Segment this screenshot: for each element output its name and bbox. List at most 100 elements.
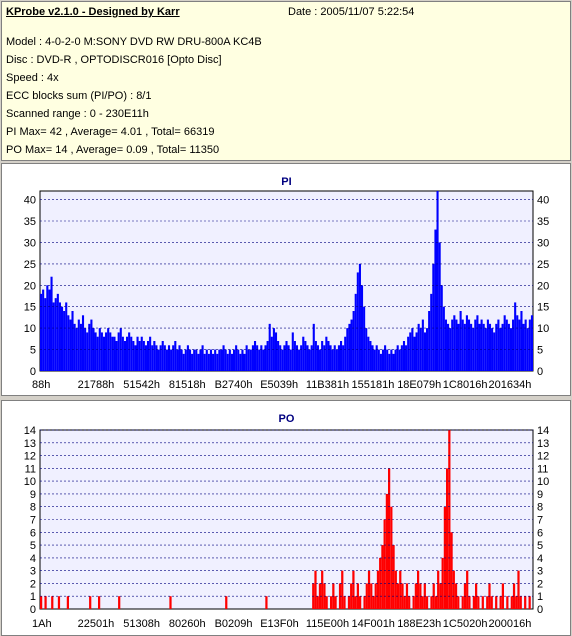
- bar: [392, 353, 395, 371]
- bar: [396, 345, 399, 371]
- bar: [344, 336, 347, 371]
- bar: [509, 328, 513, 371]
- bar: [449, 328, 452, 371]
- bar: [405, 583, 409, 609]
- bar: [518, 319, 521, 371]
- bar: [193, 349, 196, 371]
- bar: [52, 302, 55, 371]
- bar: [63, 311, 66, 371]
- bar: [457, 323, 460, 371]
- y-tick-label-right: 14: [537, 425, 549, 437]
- bar: [314, 341, 317, 371]
- bar: [428, 311, 431, 371]
- bar: [524, 319, 527, 371]
- bar: [253, 341, 257, 371]
- x-tick-label: 14F001h: [352, 618, 395, 630]
- y-tick-label-left: 0: [30, 604, 36, 616]
- y-tick-label-right: 6: [537, 527, 543, 539]
- x-tick-label: B2740h: [215, 379, 253, 391]
- bar: [441, 557, 444, 609]
- chart-title: PI: [281, 176, 291, 188]
- app-title: KProbe v2.1.0 - Designed by Karr: [6, 6, 180, 18]
- bar: [113, 336, 116, 371]
- bar: [138, 341, 141, 371]
- bar: [98, 596, 101, 609]
- bar: [516, 315, 519, 371]
- bar: [316, 596, 319, 609]
- x-tick-label: E5039h: [260, 379, 298, 391]
- bar: [118, 596, 121, 609]
- bar: [279, 345, 282, 371]
- x-tick-label: 81518h: [169, 379, 206, 391]
- bar: [201, 345, 204, 371]
- bar: [40, 293, 43, 371]
- bar: [522, 323, 525, 371]
- y-tick-label-left: 25: [24, 259, 36, 271]
- bar: [372, 596, 375, 609]
- bar: [356, 272, 359, 371]
- bar: [515, 596, 518, 609]
- bar: [134, 345, 137, 371]
- bar: [46, 285, 49, 371]
- bar: [182, 353, 185, 371]
- bar: [423, 332, 427, 371]
- bar: [476, 315, 479, 371]
- info-model: Model : 4-0-2-0 M:SONY DVD RW DRU-800A K…: [6, 36, 262, 48]
- bar: [360, 285, 364, 371]
- bar: [214, 349, 217, 371]
- bar: [216, 353, 219, 371]
- bar: [298, 349, 301, 371]
- x-tick-label: E13F0h: [260, 618, 299, 630]
- bar: [490, 596, 493, 609]
- bar: [430, 596, 433, 609]
- info-speed: Speed : 4x: [6, 72, 59, 84]
- bar: [287, 345, 290, 371]
- bar: [501, 583, 504, 609]
- bar: [94, 332, 97, 371]
- bar: [488, 323, 492, 371]
- bar: [105, 332, 108, 371]
- y-tick-label-left: 15: [24, 302, 36, 314]
- y-tick-label-left: 40: [24, 195, 36, 207]
- bar: [98, 328, 101, 371]
- bar: [155, 345, 158, 371]
- bar: [377, 349, 380, 371]
- bar: [300, 345, 303, 371]
- bar: [314, 570, 317, 609]
- bar: [503, 315, 506, 371]
- bar: [111, 336, 114, 371]
- x-tick-label: 51308h: [123, 618, 160, 630]
- bar: [506, 596, 509, 609]
- y-tick-label-left: 1: [30, 591, 36, 603]
- bar: [128, 332, 131, 371]
- bar: [524, 596, 527, 609]
- pi-chart: PI 0 0 5 5 10 10 15 15 20 20 25 25 30 30 35 35 40 40 88h 217…: [24, 176, 550, 391]
- y-tick-label-left: 10: [24, 476, 36, 488]
- bar: [327, 341, 330, 371]
- bar: [165, 349, 168, 371]
- x-tick-label: 115E00h: [306, 618, 349, 630]
- bar: [341, 570, 344, 609]
- bar: [450, 532, 453, 609]
- bar: [191, 353, 194, 371]
- bar: [394, 570, 397, 609]
- bar: [90, 319, 93, 371]
- bar: [237, 349, 240, 371]
- bar: [174, 341, 177, 371]
- bar: [477, 596, 480, 609]
- bar: [170, 349, 173, 371]
- bar: [467, 319, 471, 371]
- y-tick-label-right: 5: [537, 345, 543, 357]
- y-tick-label-left: 5: [30, 345, 36, 357]
- y-tick-label-right: 20: [537, 280, 549, 292]
- bar: [136, 336, 139, 371]
- bar: [325, 596, 328, 609]
- y-tick-label-right: 8: [537, 502, 543, 514]
- bar: [425, 596, 429, 609]
- bar: [350, 583, 353, 609]
- bar: [379, 353, 382, 371]
- bar: [159, 345, 162, 371]
- bar: [530, 315, 533, 371]
- bar: [57, 596, 61, 609]
- bar: [321, 341, 324, 371]
